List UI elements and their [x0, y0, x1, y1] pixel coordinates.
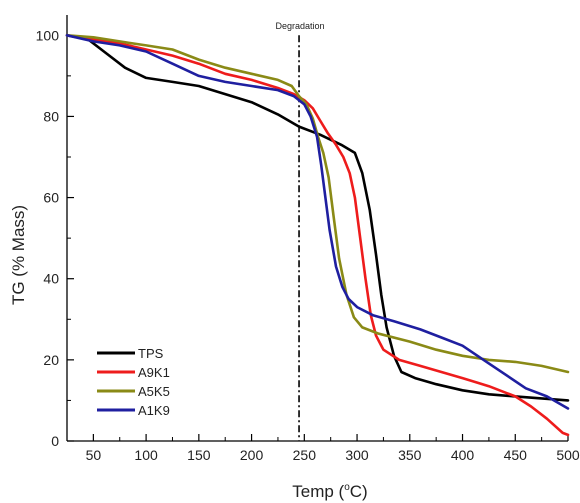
series-line-tps — [65, 34, 570, 402]
y-tick-label: 60 — [43, 190, 59, 206]
series-lines — [65, 34, 570, 437]
x-tick-label: 450 — [504, 447, 528, 463]
y-tick-label: 40 — [43, 271, 59, 287]
y-tick-label: 100 — [36, 27, 60, 43]
x-tick-label: 50 — [86, 447, 102, 463]
y-tick-label: 0 — [51, 433, 59, 449]
legend-label-a5k5: A5K5 — [138, 384, 170, 399]
x-tick-label: 300 — [345, 447, 369, 463]
axes: 50 100 150 200 250 300 350 400 450 500 0 20 40 60 80 10… — [36, 15, 580, 463]
y-axis-title: TG (% Mass) — [9, 205, 28, 305]
x-axis-title-unit: C) — [350, 482, 368, 501]
degradation-annotation: Degradation — [276, 21, 325, 441]
legend-label-a1k9: A1K9 — [138, 403, 170, 418]
legend-label-tps: TPS — [138, 346, 164, 361]
series-line-a9k1 — [65, 34, 570, 437]
x-axis-title: Temp (oC) — [292, 482, 367, 501]
x-tick-label: 200 — [240, 447, 264, 463]
y-tick-label: 20 — [43, 352, 59, 368]
x-tick-label: 500 — [556, 447, 580, 463]
series-line-a5k5 — [65, 34, 570, 374]
x-tick-label: 250 — [293, 447, 317, 463]
x-tick-label: 400 — [451, 447, 475, 463]
degradation-label: Degradation — [276, 21, 325, 31]
legend: TPS A9K1 A5K5 A1K9 — [97, 346, 170, 418]
x-tick-label: 150 — [187, 447, 211, 463]
x-axis-title-sup: o — [344, 482, 350, 493]
x-tick-label: 100 — [134, 447, 158, 463]
y-tick-label: 80 — [43, 108, 59, 124]
legend-label-a9k1: A9K1 — [138, 365, 170, 380]
series-line-a1k9 — [65, 34, 570, 410]
x-tick-label: 350 — [398, 447, 422, 463]
x-axis-title-base: Temp ( — [292, 482, 344, 501]
